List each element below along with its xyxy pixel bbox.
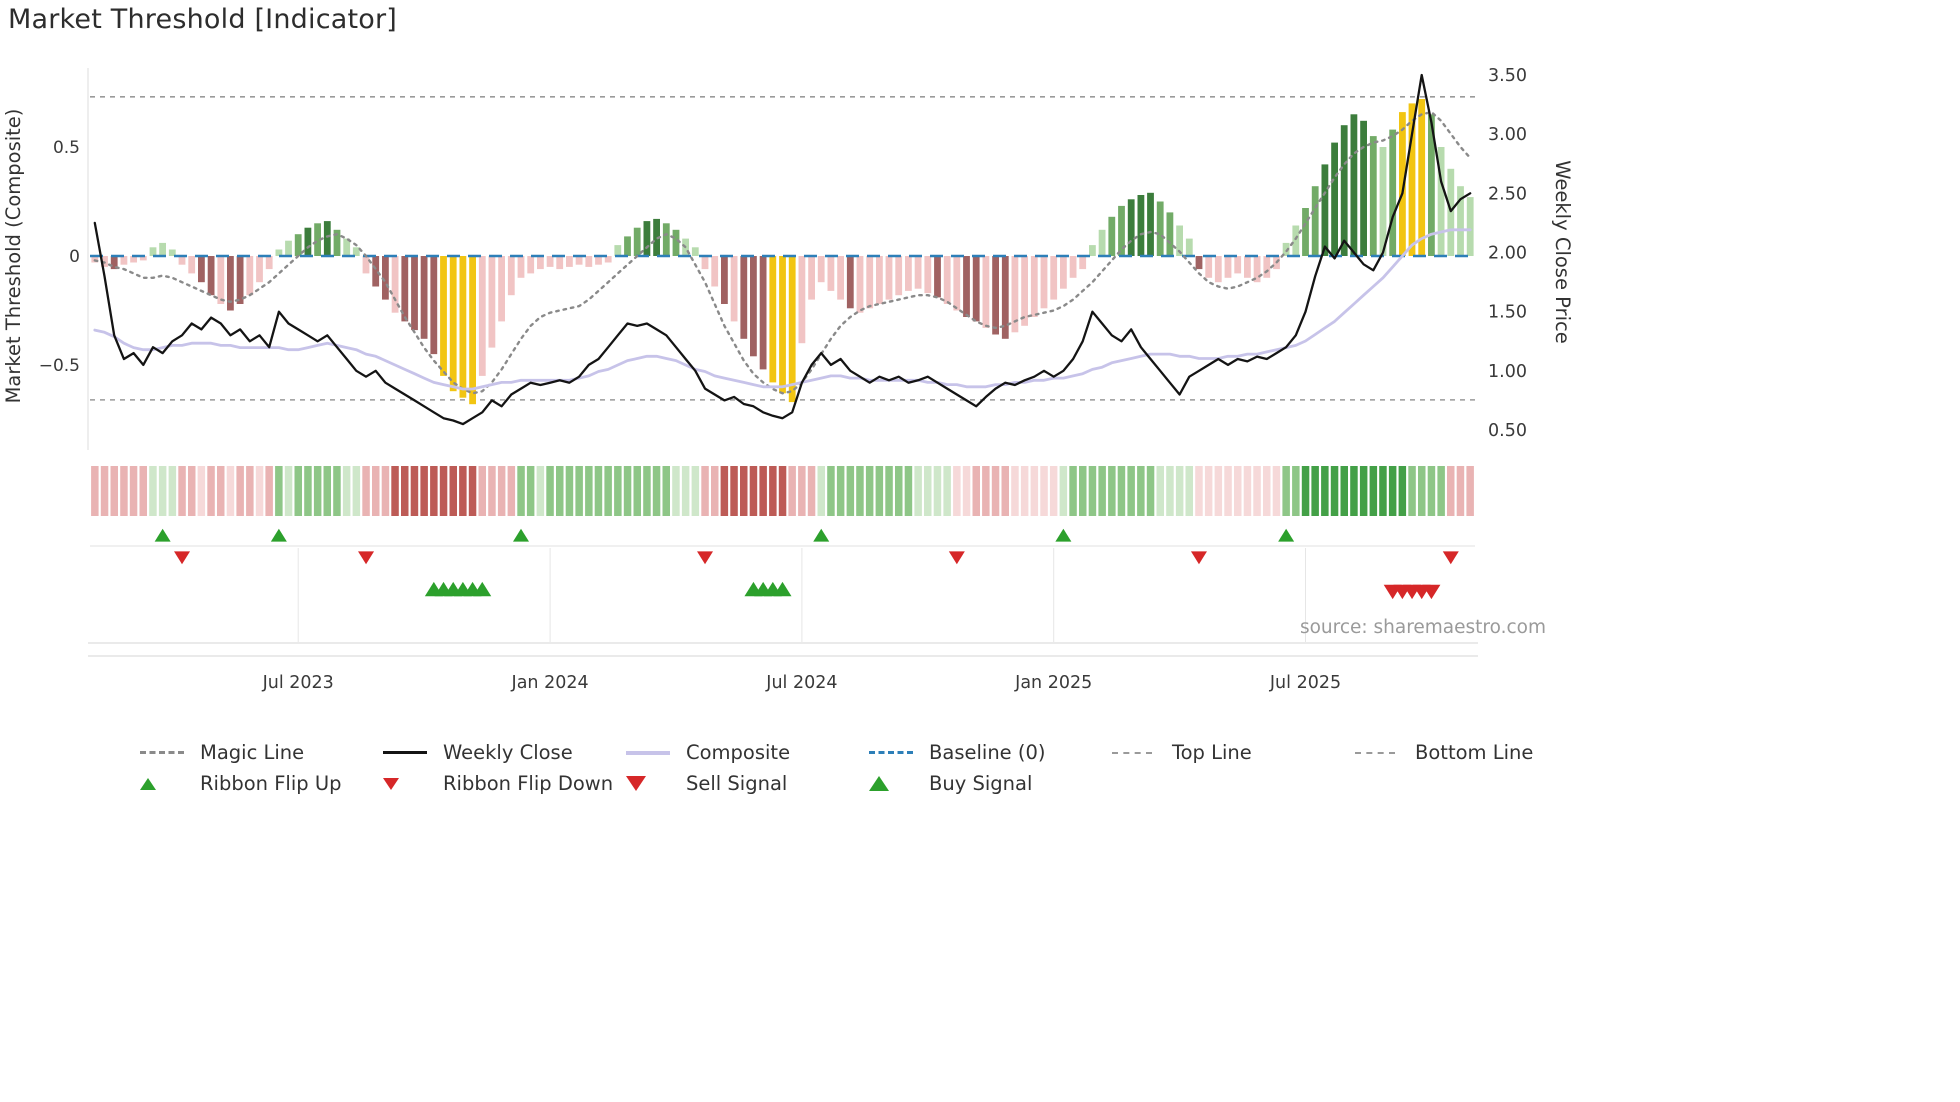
legend-item-weekly-close: Weekly Close	[383, 741, 626, 764]
ribbon-flip-up-markers	[154, 528, 1295, 542]
composite-line	[93, 228, 1472, 391]
up-triangle-icon	[140, 777, 156, 790]
legend-item-ribbon-flip-up: Ribbon Flip Up	[140, 772, 383, 795]
solid-line-swatch-icon	[383, 751, 427, 754]
svg-text:2.00: 2.00	[1488, 244, 1527, 264]
lavender-line-swatch-icon	[626, 750, 670, 755]
legend-item-bottom-line: Bottom Line	[1355, 741, 1598, 764]
legend-row-2: Ribbon Flip Up Ribbon Flip Down Sell Sig…	[140, 772, 1112, 795]
svg-text:1.50: 1.50	[1488, 303, 1527, 323]
legend-label: Top Line	[1172, 741, 1252, 764]
x-axis-ticks: Jul 2023 Jan 2024 Jul 2024 Jan 2025 Jul 2025	[262, 673, 1342, 693]
svg-text:Jul 2025: Jul 2025	[1269, 673, 1341, 693]
legend-label: Ribbon Flip Up	[200, 772, 342, 795]
svg-text:Jan 2024: Jan 2024	[511, 673, 589, 693]
up-triangle-icon	[869, 776, 889, 791]
legend-label: Weekly Close	[443, 741, 573, 764]
magic-line	[93, 110, 1472, 395]
svg-text:Jan 2025: Jan 2025	[1014, 673, 1092, 693]
svg-text:0.5: 0.5	[53, 138, 80, 158]
ribbon-flip-down-markers	[174, 551, 1459, 565]
page-title: Market Threshold [Indicator]	[8, 4, 398, 35]
svg-text:Jul 2024: Jul 2024	[765, 673, 837, 693]
legend-item-sell-signal: Sell Signal	[626, 772, 869, 795]
legend-item-top-line: Top Line	[1112, 741, 1355, 764]
down-triangle-icon	[383, 777, 399, 790]
legend-item-magic-line: Magic Line	[140, 741, 383, 764]
svg-text:3.50: 3.50	[1488, 66, 1527, 86]
legend-item-buy-signal: Buy Signal	[869, 772, 1112, 795]
chart-canvas: 0.50−0.53.503.002.502.001.501.000.50Jul …	[2, 66, 1574, 693]
generated-chart-layers: 0.50−0.53.503.002.502.001.501.000.50Jul …	[39, 66, 1527, 693]
legend-label: Ribbon Flip Down	[443, 772, 614, 795]
right-axis-title: Weekly Close Price	[1551, 160, 1574, 343]
legend-label: Buy Signal	[929, 772, 1033, 795]
legend-label: Composite	[686, 741, 791, 764]
legend-item-baseline: Baseline (0)	[869, 741, 1112, 764]
svg-text:Jul 2023: Jul 2023	[262, 673, 334, 693]
legend-label: Bottom Line	[1415, 741, 1534, 764]
svg-text:0.50: 0.50	[1488, 421, 1527, 441]
ribbon-strip	[91, 466, 1474, 516]
weekly-close-line	[93, 73, 1472, 426]
legend-row-1: Magic Line Weekly Close Composite Baseli…	[140, 741, 1598, 764]
legend-label: Sell Signal	[686, 772, 788, 795]
sell-signal-markers	[1383, 584, 1441, 600]
svg-text:3.00: 3.00	[1488, 125, 1527, 145]
dashed-line-swatch-icon	[140, 751, 184, 754]
buy-signal-markers	[424, 581, 792, 597]
right-axis-ticks: 3.50 3.00 2.50 2.00 1.50 1.00 0.50	[1488, 66, 1527, 441]
blue-dashed-line-swatch-icon	[869, 751, 913, 754]
legend-item-ribbon-flip-down: Ribbon Flip Down	[383, 772, 626, 795]
legend-label: Baseline (0)	[929, 741, 1046, 764]
left-axis-ticks: 0.5 0 −0.5	[39, 138, 80, 376]
dotted-line-swatch-icon	[1355, 751, 1395, 754]
threshold-bars	[91, 99, 1474, 405]
source-credit: source: sharemaestro.com	[1300, 617, 1546, 638]
svg-text:2.50: 2.50	[1488, 184, 1527, 204]
dotted-line-swatch-icon	[1112, 751, 1152, 754]
legend-item-composite: Composite	[626, 741, 869, 764]
left-axis-title: Market Threshold (Composite)	[2, 109, 25, 404]
svg-text:−0.5: −0.5	[39, 356, 80, 376]
down-triangle-icon	[626, 776, 646, 791]
legend-label: Magic Line	[200, 741, 305, 764]
svg-text:1.00: 1.00	[1488, 362, 1527, 382]
svg-text:0: 0	[69, 247, 80, 267]
